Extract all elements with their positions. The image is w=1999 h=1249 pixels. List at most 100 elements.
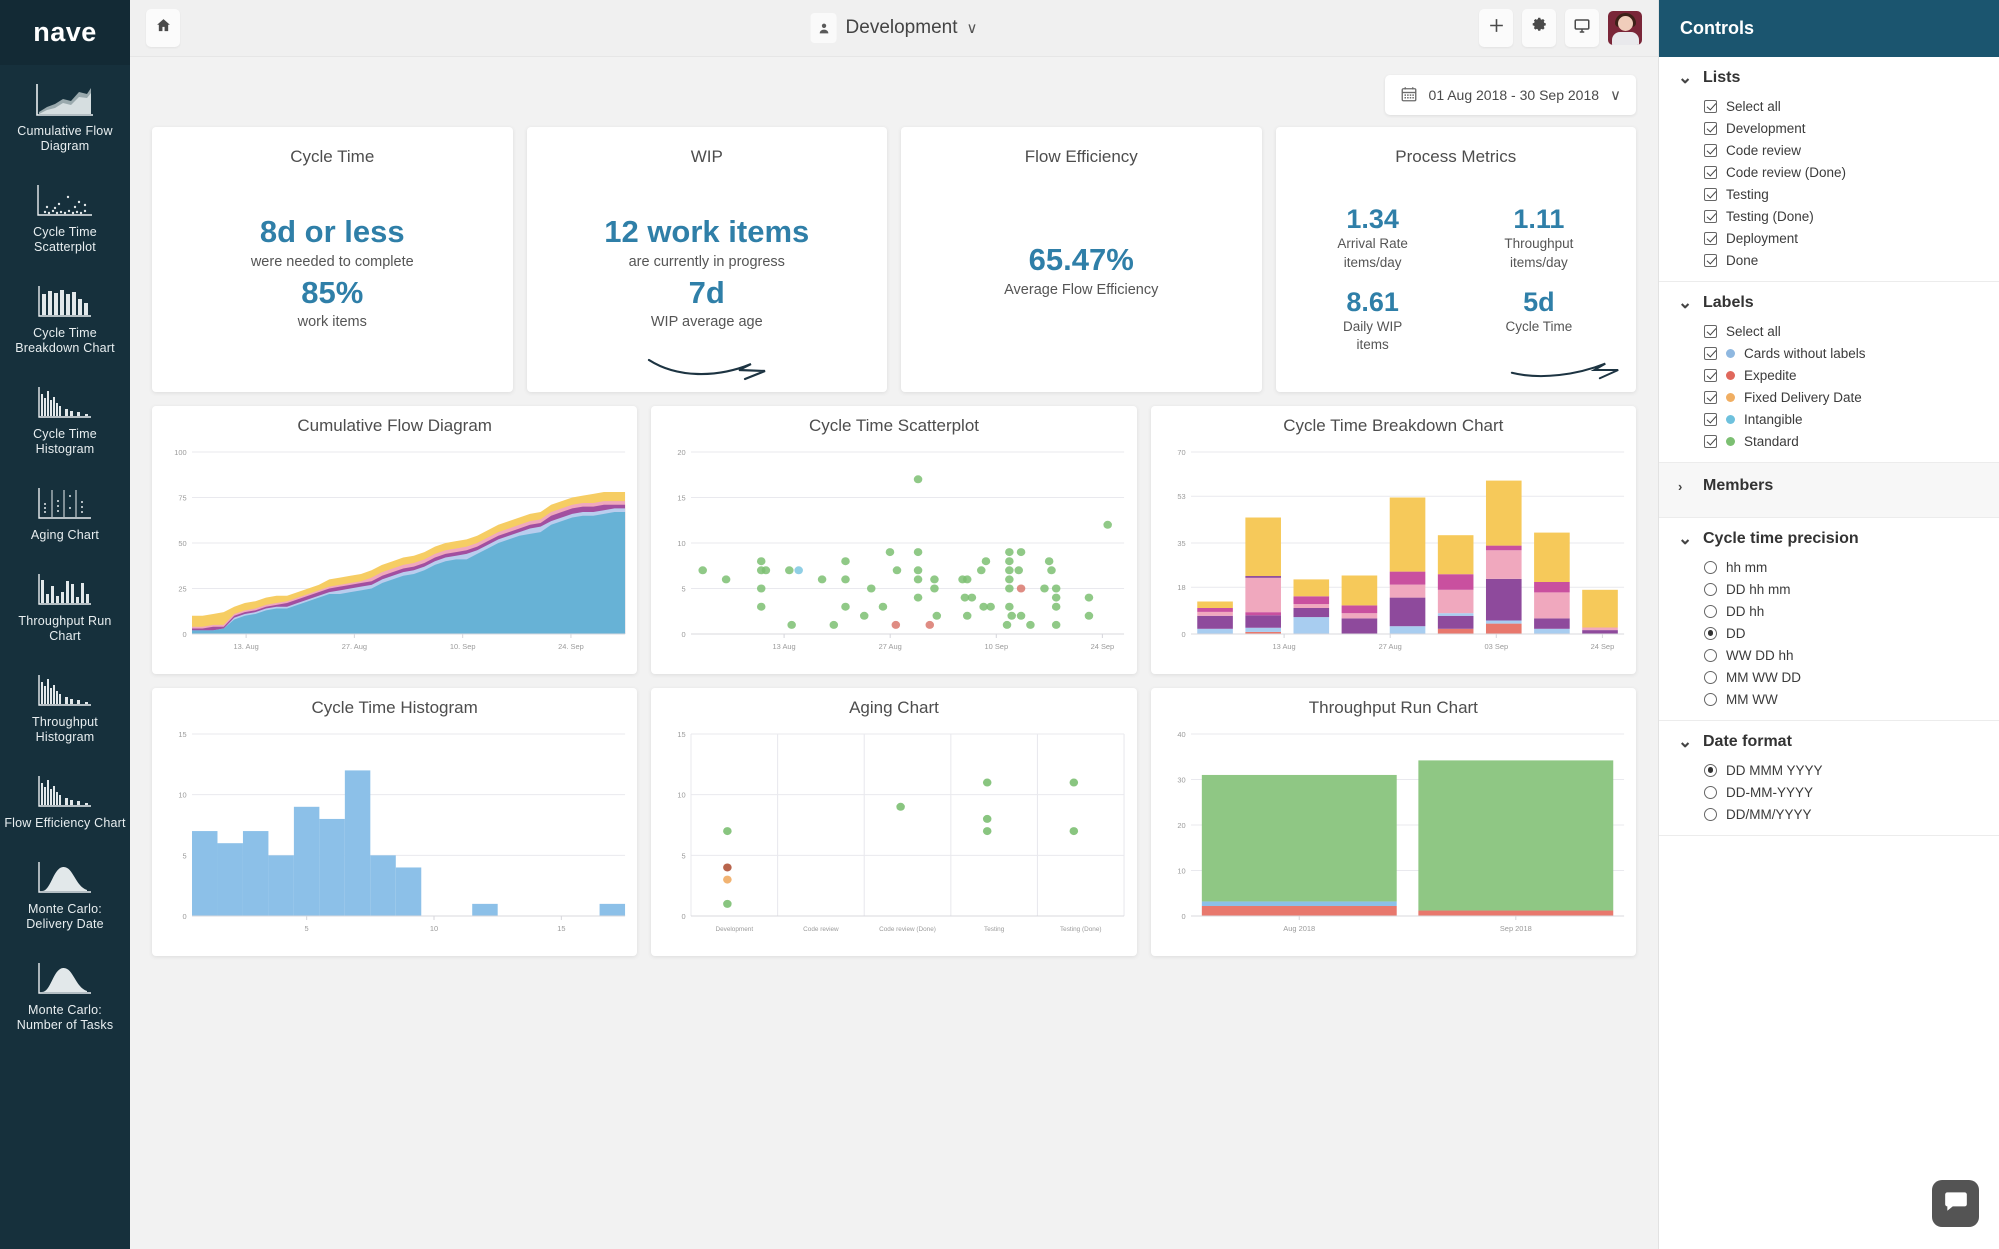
- histogram-icon: [4, 766, 126, 810]
- home-button[interactable]: [146, 9, 180, 47]
- radio-option-mm-ww-dd[interactable]: MM WW DD: [1659, 666, 1999, 688]
- chart-card-aging-chart[interactable]: Aging Chart 0 5 10 15 Development Code review…: [651, 688, 1137, 956]
- sidebar-item-throughput-histogram[interactable]: Throughput Histogram: [0, 656, 130, 757]
- kpi-card-wip[interactable]: WIP 12 work items are currently in progr…: [526, 127, 887, 392]
- radio-option-dd-mmm-yyyy[interactable]: DD MMM YYYY: [1659, 759, 1999, 781]
- checkbox-option-deployment[interactable]: Deployment: [1659, 227, 1999, 249]
- checkbox-option-intangible[interactable]: Intangible: [1659, 408, 1999, 430]
- svg-text:24 Sep: 24 Sep: [1590, 642, 1614, 651]
- checkbox-icon[interactable]: [1704, 253, 1717, 267]
- monitor-icon: [1573, 17, 1591, 40]
- chart-card-cycle-time-breakdown[interactable]: Cycle Time Breakdown Chart 0 18 35 53 70 13 A…: [1150, 406, 1636, 674]
- settings-button[interactable]: [1522, 9, 1556, 47]
- radio-icon[interactable]: [1704, 763, 1717, 777]
- checkbox-option-standard[interactable]: Standard: [1659, 430, 1999, 452]
- controls-section-lists: ⌄ Lists Select all Development Code review Co…: [1659, 57, 1999, 282]
- kpi-title: WIP: [690, 147, 723, 166]
- checkbox-option-expedite[interactable]: Expedite: [1659, 364, 1999, 386]
- checkbox-option-testing[interactable]: Testing: [1659, 183, 1999, 205]
- checkbox-option-code-review[interactable]: Code review: [1659, 139, 1999, 161]
- radio-icon[interactable]: [1704, 582, 1717, 596]
- checkbox-option-testing-done[interactable]: Testing (Done): [1659, 205, 1999, 227]
- checkbox-option-select-all[interactable]: Select all: [1659, 320, 1999, 342]
- radio-option-mm-ww[interactable]: MM WW: [1659, 688, 1999, 710]
- section-header-members[interactable]: › Members: [1659, 477, 1999, 503]
- radio-icon[interactable]: [1704, 785, 1717, 799]
- radio-icon[interactable]: [1704, 560, 1717, 574]
- sidebar-item-aging-chart[interactable]: Aging Chart: [0, 469, 130, 555]
- section-header-date-format[interactable]: ⌄ Date format: [1659, 733, 1999, 759]
- radio-icon[interactable]: [1704, 648, 1717, 662]
- checkbox-option-cards-without-labels[interactable]: Cards without labels: [1659, 342, 1999, 364]
- svg-text:0: 0: [682, 630, 686, 639]
- checkbox-icon[interactable]: [1704, 187, 1717, 201]
- radio-icon[interactable]: [1704, 670, 1717, 684]
- checkbox-option-development[interactable]: Development: [1659, 117, 1999, 139]
- checkbox-icon[interactable]: [1704, 231, 1717, 245]
- checkbox-icon[interactable]: [1704, 209, 1717, 223]
- checkbox-icon[interactable]: [1704, 346, 1717, 360]
- checkbox-option-select-all[interactable]: Select all: [1659, 95, 1999, 117]
- kpi-card-flow-efficiency[interactable]: Flow Efficiency 65.47% Average Flow Effi…: [901, 127, 1262, 392]
- chat-button[interactable]: [1932, 1180, 1979, 1227]
- radio-icon[interactable]: [1704, 626, 1717, 640]
- add-button[interactable]: [1479, 9, 1513, 47]
- radio-option-dd-mm-yyyy[interactable]: DD/MM/YYYY: [1659, 803, 1999, 825]
- checkbox-icon[interactable]: [1704, 99, 1717, 113]
- svg-text:5: 5: [305, 924, 309, 933]
- chart-card-cycle-time-histogram[interactable]: Cycle Time Histogram 0 5 10 15 5 10 15: [152, 688, 638, 956]
- checkbox-icon[interactable]: [1704, 434, 1717, 448]
- radio-option-dd-hh[interactable]: DD hh: [1659, 600, 1999, 622]
- sidebar-item-monte-carlo-number-of-tasks[interactable]: Monte Carlo: Number of Tasks: [0, 944, 130, 1045]
- process-metric-value: 5d: [1523, 286, 1555, 317]
- section-header-cycle-time-precision[interactable]: ⌄ Cycle time precision: [1659, 530, 1999, 556]
- svg-text:Testing (Done): Testing (Done): [1060, 926, 1102, 933]
- radio-option-ww-dd-hh[interactable]: WW DD hh: [1659, 644, 1999, 666]
- chart-card-throughput-run-chart[interactable]: Throughput Run Chart 0 10 20 30 40 Aug 2018 Se…: [1150, 688, 1636, 956]
- process-metric: 5d Cycle Time: [1456, 286, 1622, 355]
- display-button[interactable]: [1565, 9, 1599, 47]
- kpi-card-process-metrics[interactable]: Process Metrics 1.34 Arrival Rate items/da…: [1275, 127, 1636, 392]
- controls-section-date-format: ⌄ Date format DD MMM YYYY DD-MM-YYYY DD/MM/Y…: [1659, 721, 1999, 836]
- checkbox-option-code-review-done[interactable]: Code review (Done): [1659, 161, 1999, 183]
- checkbox-option-fixed-delivery-date[interactable]: Fixed Delivery Date: [1659, 386, 1999, 408]
- chart-card-cumulative-flow-diagram[interactable]: Cumulative Flow Diagram 0 25 50 75 100 13. Au…: [152, 406, 638, 674]
- section-header-lists[interactable]: ⌄ Lists: [1659, 69, 1999, 95]
- brand-logo[interactable]: nave: [0, 0, 130, 65]
- checkbox-icon[interactable]: [1704, 412, 1717, 426]
- sidebar-item-cycle-time-scatterplot[interactable]: Cycle Time Scatterplot: [0, 166, 130, 267]
- section-header-labels[interactable]: ⌄ Labels: [1659, 294, 1999, 320]
- checkbox-icon[interactable]: [1704, 368, 1717, 382]
- radio-option-hh-mm[interactable]: hh mm: [1659, 556, 1999, 578]
- date-range-picker[interactable]: 01 Aug 2018 - 30 Sep 2018 ∨: [1384, 75, 1636, 115]
- radio-option-dd-hh-mm[interactable]: DD hh mm: [1659, 578, 1999, 600]
- sidebar-item-cycle-time-histogram[interactable]: Cycle Time Histogram: [0, 368, 130, 469]
- radio-icon[interactable]: [1704, 807, 1717, 821]
- sidebar-item-throughput-run-chart[interactable]: Throughput Run Chart: [0, 555, 130, 656]
- calendar-icon: [1400, 85, 1418, 106]
- checkbox-icon[interactable]: [1704, 143, 1717, 157]
- radio-option-dd[interactable]: DD: [1659, 622, 1999, 644]
- checkbox-icon[interactable]: [1704, 121, 1717, 135]
- radio-option-dd-mm-yyyy[interactable]: DD-MM-YYYY: [1659, 781, 1999, 803]
- chart-card-cycle-time-scatterplot[interactable]: Cycle Time Scatterplot 0 5 10 15 20 13 Aug 27 …: [651, 406, 1137, 674]
- svg-text:13. Aug: 13. Aug: [233, 642, 258, 651]
- option-label: DD hh: [1726, 603, 1765, 619]
- kpi-card-cycle-time[interactable]: Cycle Time 8d or less were needed to com…: [152, 127, 513, 392]
- sidebar-item-cumulative-flow-diagram[interactable]: Cumulative Flow Diagram: [0, 65, 130, 166]
- process-metric-label: Throughput items/day: [1504, 236, 1574, 270]
- checkbox-icon[interactable]: [1704, 165, 1717, 179]
- sidebar-item-cycle-time-breakdown-chart[interactable]: Cycle Time Breakdown Chart: [0, 267, 130, 368]
- radio-icon[interactable]: [1704, 692, 1717, 706]
- board-selector[interactable]: Development ∨: [810, 13, 977, 43]
- option-label: Fixed Delivery Date: [1744, 389, 1862, 405]
- sidebar-item-flow-efficiency-chart[interactable]: Flow Efficiency Chart: [0, 757, 130, 843]
- sidebar-item-monte-carlo-delivery-date[interactable]: Monte Carlo: Delivery Date: [0, 843, 130, 944]
- checkbox-icon[interactable]: [1704, 324, 1717, 338]
- checkbox-option-done[interactable]: Done: [1659, 249, 1999, 271]
- user-avatar[interactable]: [1608, 11, 1642, 45]
- checkbox-icon[interactable]: [1704, 390, 1717, 404]
- radio-icon[interactable]: [1704, 604, 1717, 618]
- bar-chart-icon: [4, 276, 126, 320]
- svg-text:18: 18: [1177, 583, 1185, 592]
